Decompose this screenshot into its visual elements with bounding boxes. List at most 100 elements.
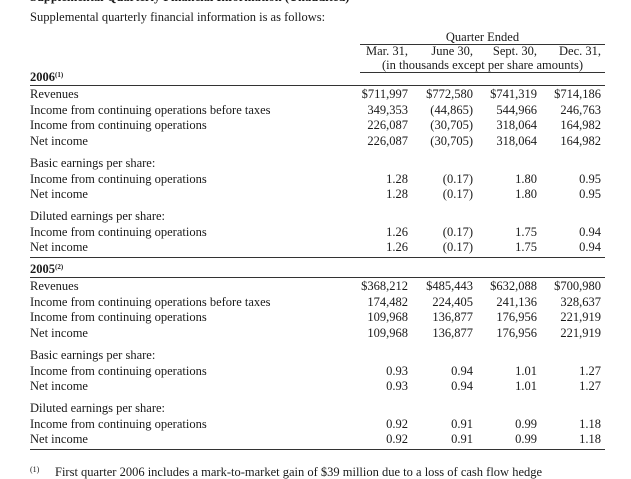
cell: 109,968: [367, 310, 408, 325]
row-label: Net income: [30, 326, 88, 341]
cell: $714,186: [554, 87, 601, 101]
cell: 1.01: [515, 363, 537, 378]
row-label: Net income: [30, 134, 88, 149]
cell: (30,705): [430, 134, 473, 149]
row-label: Income from continuing operations before…: [30, 294, 271, 309]
cell: 1.18: [579, 416, 601, 431]
row-label: Income from continuing operations: [30, 363, 207, 378]
row-label: Income from continuing operations: [30, 224, 207, 239]
rule: [30, 85, 605, 86]
cell: (44,865): [430, 102, 473, 117]
cell: (0.17): [442, 187, 473, 202]
cell: 0.94: [579, 224, 601, 239]
cell: 1.26: [386, 240, 408, 255]
rule: [360, 72, 605, 73]
rule: [30, 277, 605, 278]
cell: 221,919: [560, 326, 601, 341]
row-label: Income from continuing operations: [30, 416, 207, 431]
column-header: June 30,: [431, 44, 473, 58]
cell: $711,997: [361, 87, 408, 101]
footnote-marker: (1): [30, 465, 40, 474]
cell: 224,405: [432, 294, 473, 309]
row-label: Diluted earnings per share:: [30, 208, 166, 223]
cell: 176,956: [496, 326, 537, 341]
cell: $485,443: [426, 279, 473, 293]
cell: 0.92: [386, 416, 408, 431]
intro: Supplemental quarterly financial informa…: [30, 10, 326, 24]
cell: 318,064: [496, 118, 537, 133]
row-label: Income from continuing operations before…: [30, 102, 271, 117]
row-label: Diluted earnings per share:: [30, 400, 166, 415]
cell: 0.94: [451, 363, 473, 378]
cell: 0.93: [386, 363, 408, 378]
year-heading: 2006(1): [30, 69, 63, 85]
cell: 1.75: [515, 240, 537, 255]
row-label: Income from continuing operations: [30, 310, 207, 325]
column-header: Sept. 30,: [492, 44, 537, 58]
cell: 318,064: [496, 134, 537, 149]
row-label: Basic earnings per share:: [30, 155, 156, 170]
cell: 221,919: [560, 310, 601, 325]
cell: 1.80: [515, 171, 537, 186]
row-label: Net income: [30, 240, 88, 255]
cell: 246,763: [560, 102, 601, 117]
cell: 0.91: [451, 416, 473, 431]
cell: 1.01: [515, 379, 537, 394]
cell: 0.94: [579, 240, 601, 255]
cell: 136,877: [432, 310, 473, 325]
units: (in thousands except per share amounts): [382, 58, 583, 72]
cell: (0.17): [442, 224, 473, 239]
cell: 164,982: [560, 118, 601, 133]
cell: 349,353: [367, 102, 408, 117]
cell: 1.28: [386, 171, 408, 186]
cell: 1.75: [515, 224, 537, 239]
row-label: Net income: [30, 379, 88, 394]
cell: $700,980: [554, 279, 601, 293]
cell: $772,580: [426, 87, 473, 101]
year-heading: 2005(2): [30, 261, 63, 277]
row-label: Revenues: [30, 87, 79, 101]
cell: 0.94: [451, 379, 473, 394]
cell: 226,087: [367, 134, 408, 149]
cell: 1.27: [579, 379, 601, 394]
column-header: Mar. 31,: [365, 44, 408, 58]
cell: $741,319: [490, 87, 537, 101]
row-label: Net income: [30, 187, 88, 202]
year: 2005: [30, 262, 55, 276]
rule: [30, 257, 605, 258]
cell: (0.17): [442, 171, 473, 186]
cell: (0.17): [442, 240, 473, 255]
cell: 176,956: [496, 310, 537, 325]
column-header: Dec. 31,: [559, 44, 601, 58]
cell: 136,877: [432, 326, 473, 341]
rule: [360, 44, 605, 45]
cell: $632,088: [490, 279, 537, 293]
note: (2): [55, 263, 64, 271]
cell: 109,968: [367, 326, 408, 341]
cell: 1.80: [515, 187, 537, 202]
row-label: Basic earnings per share:: [30, 347, 156, 362]
cell: 164,982: [560, 134, 601, 149]
row-label: Income from continuing operations: [30, 171, 207, 186]
year: 2006: [30, 70, 55, 84]
group-header: Quarter Ended: [445, 30, 520, 44]
row-label: Income from continuing operations: [30, 118, 207, 133]
cell: 1.28: [386, 187, 408, 202]
row-label: Net income: [30, 432, 88, 447]
cell: 174,482: [367, 294, 408, 309]
row-label: Revenues: [30, 279, 79, 293]
cell: 0.99: [515, 416, 537, 431]
cell: 544,966: [496, 102, 537, 117]
cell: 0.95: [579, 187, 601, 202]
cell: 1.26: [386, 224, 408, 239]
cell: 0.92: [386, 432, 408, 447]
cell: 226,087: [367, 118, 408, 133]
footnote-text: First quarter 2006 includes a mark-to-ma…: [55, 465, 543, 479]
cell: 328,637: [560, 294, 601, 309]
cell: 0.93: [386, 379, 408, 394]
cell: 0.91: [451, 432, 473, 447]
cell: (30,705): [430, 118, 473, 133]
cell: 0.95: [579, 171, 601, 186]
cell: 1.18: [579, 432, 601, 447]
